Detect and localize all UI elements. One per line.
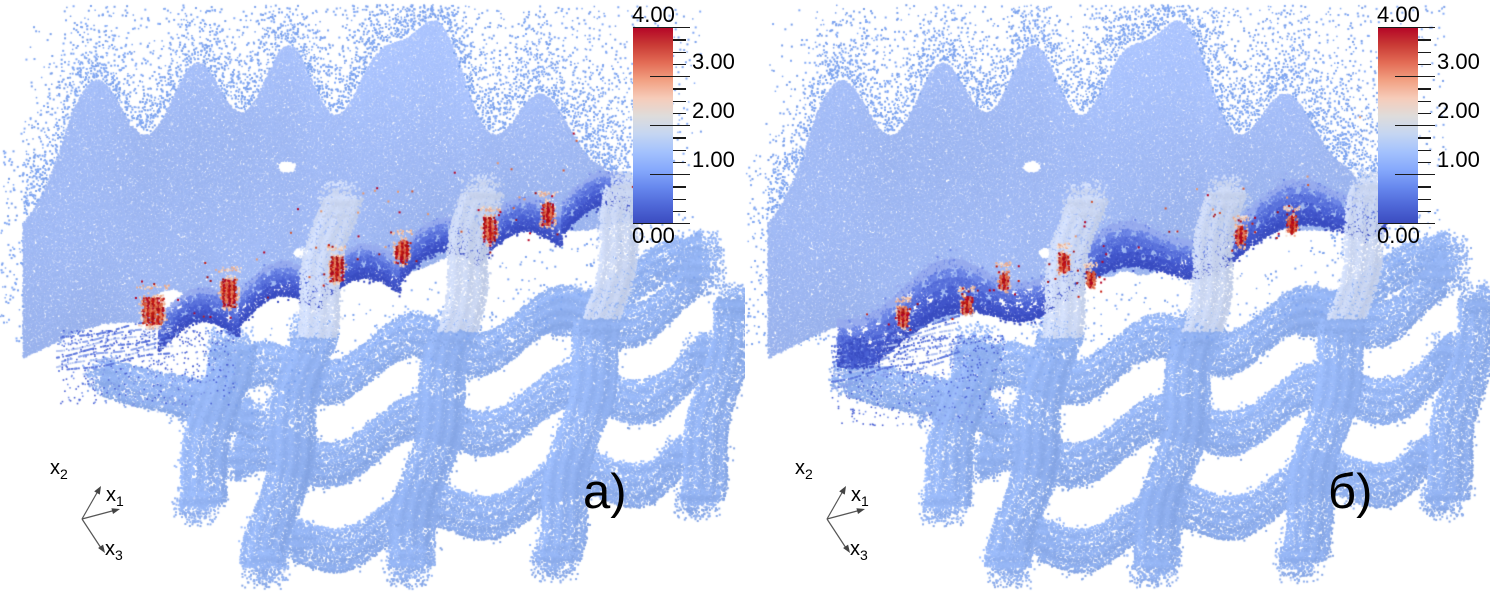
axis-triad-arrows: [81, 486, 120, 553]
colorbar-tick: [633, 27, 690, 29]
colorbar-tick: [1378, 223, 1435, 225]
colorbar-tick: [673, 186, 686, 188]
colorbar-tick: [1418, 137, 1431, 139]
colorbar-tick: [1418, 149, 1431, 151]
colorbar-tick: [673, 210, 686, 213]
x3-axis-arrow: [81, 518, 102, 549]
colorbar-min-label: 0.00: [1377, 223, 1420, 248]
particle-scene-a: [0, 0, 745, 593]
panel-a: 4.00 3.00 2.00 1.00 0.00 x2 x1 x3 а): [0, 0, 745, 593]
x1-arrowhead-icon: [856, 508, 865, 514]
x2-axis-arrow: [826, 490, 844, 520]
axis-label-x1: x1: [106, 484, 124, 509]
colorbar-tick: [673, 161, 686, 164]
colorbar-tick: [1418, 186, 1431, 188]
colorbar-tick-label: 2.00: [692, 98, 735, 123]
x2-arrowhead-icon: [94, 486, 101, 495]
colorbar-tick: [673, 198, 686, 200]
colorbar-tick: [1395, 174, 1435, 176]
panel-label-b: б): [1328, 465, 1373, 519]
colorbar-max-label: 4.00: [632, 2, 675, 27]
colorbar-tick: [673, 39, 686, 41]
x3-axis-arrow: [826, 518, 847, 549]
colorbar-tick: [673, 51, 686, 53]
colorbar-tick: [650, 174, 690, 176]
x1-arrowhead-icon: [111, 508, 120, 514]
axis-label-x3: x3: [105, 538, 123, 563]
axis-label-x2: x2: [50, 457, 68, 482]
colorbar-tick: [673, 88, 686, 90]
colorbar-tick: [1418, 100, 1431, 102]
x1-axis-arrow: [81, 509, 115, 520]
axis-label-x1: x1: [851, 484, 869, 509]
colorbar-tick: [1418, 51, 1431, 53]
colorbar-tick: [1418, 210, 1431, 213]
colorbar-tick: [673, 100, 686, 102]
colorbar-tick: [1418, 198, 1431, 200]
axis-triad-arrows: [826, 486, 865, 553]
colorbar-max-label: 4.00: [1377, 2, 1420, 27]
colorbar-tick: [1418, 63, 1431, 66]
colorbar-tick: [633, 223, 690, 225]
x3-arrowhead-icon: [843, 544, 850, 553]
colorbar-min-label: 0.00: [632, 223, 675, 248]
x2-arrowhead-icon: [839, 486, 846, 495]
axis-label-x2: x2: [795, 457, 813, 482]
x2-axis-arrow: [81, 490, 99, 520]
colorbar-tick: [673, 63, 686, 66]
colorbar-tick: [673, 112, 686, 115]
colorbar-tick-label: 1.00: [692, 147, 735, 172]
colorbar-tick: [1418, 112, 1431, 115]
axis-triad: x2 x1 x3: [20, 452, 160, 582]
particle-scene-b: [745, 0, 1490, 593]
colorbar-tick: [650, 76, 690, 78]
colorbar-tick: [1418, 39, 1431, 41]
axis-triad: x2 x1 x3: [765, 452, 905, 582]
colorbar-tick-label: 1.00: [1437, 147, 1480, 172]
colorbar-tick: [650, 125, 690, 127]
colorbar-tick: [673, 149, 686, 151]
colorbar-tick: [1418, 88, 1431, 90]
panel-label-a: а): [583, 465, 627, 519]
colorbar-tick-label: 3.00: [1437, 49, 1480, 74]
colorbar-tick: [673, 137, 686, 139]
colorbar-tick-label: 3.00: [692, 49, 735, 74]
colorbar-tick: [1378, 27, 1435, 29]
colorbar-tick-label: 2.00: [1437, 98, 1480, 123]
axis-label-x3: x3: [850, 538, 868, 563]
colorbar-tick: [1395, 125, 1435, 127]
colorbar-tick: [1395, 76, 1435, 78]
colorbar: 4.00 3.00 2.00 1.00 0.00: [1375, 2, 1490, 252]
x1-axis-arrow: [826, 509, 860, 520]
x3-arrowhead-icon: [98, 544, 105, 553]
colorbar: 4.00 3.00 2.00 1.00 0.00: [630, 2, 745, 252]
colorbar-tick: [1418, 161, 1431, 164]
panel-b: 4.00 3.00 2.00 1.00 0.00 x2 x1 x3 б): [745, 0, 1490, 593]
